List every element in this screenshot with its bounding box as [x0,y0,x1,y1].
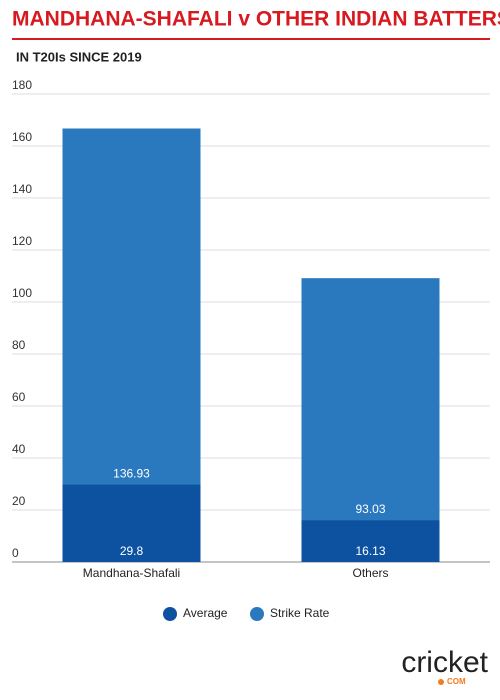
legend-label: Strike Rate [270,606,330,620]
bar-segment [301,278,440,521]
data-label: 29.8 [120,544,144,558]
logo-dot [438,679,444,685]
chart-subtitle: IN T20Is SINCE 2019 [16,49,142,64]
data-label: 16.13 [355,544,385,558]
data-label: 136.93 [113,467,150,481]
bar-segment [62,128,201,485]
y-tick-label: 120 [12,234,32,248]
logo: cricket [401,646,488,679]
y-tick-label: 140 [12,182,32,196]
y-tick-label: 20 [12,494,26,508]
logo-suffix: COM [447,677,466,686]
data-label: 93.03 [355,502,385,516]
x-tick-label: Others [352,566,388,580]
legend-marker [163,607,177,621]
bar-segment [62,484,201,562]
y-tick-label: 180 [12,78,32,92]
bar-segment [301,520,440,562]
y-tick-label: 160 [12,130,32,144]
y-tick-label: 40 [12,442,26,456]
x-tick-label: Mandhana-Shafali [83,566,180,580]
y-tick-label: 80 [12,338,26,352]
title-rule [12,38,490,40]
y-tick-label: 0 [12,546,19,560]
chart-title: MANDHANA-SHAFALI v OTHER INDIAN BATTERS [12,8,500,31]
y-tick-label: 100 [12,286,32,300]
y-tick-label: 60 [12,390,26,404]
legend-label: Average [183,606,228,620]
legend-marker [250,607,264,621]
